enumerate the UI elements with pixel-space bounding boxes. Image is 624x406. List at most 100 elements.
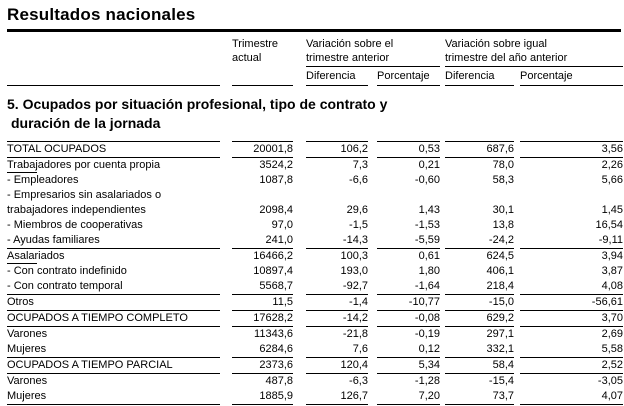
gap bbox=[293, 233, 306, 249]
row-value: 0,61 bbox=[418, 250, 440, 262]
row-value: 16466,2 bbox=[253, 250, 293, 262]
row-value: 30,1 bbox=[492, 204, 514, 216]
row-value: -14,2 bbox=[306, 310, 368, 327]
gap bbox=[368, 358, 377, 374]
table-row: Mujeres 6284,6 7,6 0,12 332,1 5,58 bbox=[7, 342, 623, 358]
col-header-line: Variación sobre el bbox=[306, 38, 394, 50]
row-label: Trabajadores por cuenta propia bbox=[7, 159, 161, 173]
row-value: -14,3 bbox=[306, 233, 368, 249]
row-value: 97,0 bbox=[271, 219, 293, 231]
row-value: -1,53 bbox=[414, 219, 440, 231]
gap bbox=[368, 374, 377, 390]
col-header-diferencia-2: Diferencia bbox=[445, 66, 514, 86]
col-header-line: trimestre del año anterior bbox=[445, 52, 568, 64]
row-value: 218,4 bbox=[445, 279, 514, 295]
gap bbox=[293, 142, 306, 158]
row-value: 0,21 bbox=[418, 159, 440, 171]
row-value: -15,4 bbox=[488, 375, 514, 387]
row-value: 20001,8 bbox=[232, 141, 293, 158]
row-value: 624,5 bbox=[486, 250, 514, 262]
header-stub-rule bbox=[7, 66, 220, 86]
table-row: OCUPADOS A TIEMPO PARCIAL 2373,6 120,4 5,34… bbox=[7, 357, 623, 374]
col-header-line: Trimestre bbox=[232, 38, 279, 50]
row-label: Mujeres bbox=[7, 389, 220, 405]
col-header-line: trimestre anterior bbox=[306, 52, 390, 64]
row-value: 11,5 bbox=[232, 294, 293, 311]
row-value: -1,5 bbox=[349, 219, 368, 231]
section-heading: 5. Ocupados por situación profesional, t… bbox=[7, 95, 387, 133]
gap bbox=[220, 327, 232, 343]
page-title: Resultados nacionales bbox=[7, 5, 196, 24]
col-header-line: Variación sobre igual bbox=[445, 38, 547, 50]
row-value bbox=[520, 188, 623, 203]
gap bbox=[220, 37, 232, 67]
gap bbox=[368, 342, 377, 358]
table-header: Trimestre actual Variación sobre el trim… bbox=[7, 37, 624, 86]
gap bbox=[368, 249, 377, 265]
title-rule bbox=[7, 29, 621, 32]
row-value: 100,3 bbox=[340, 250, 368, 262]
row-value: -1,64 bbox=[377, 279, 440, 295]
row-value: -0,08 bbox=[377, 310, 440, 327]
col-group-variacion-ano-anterior: Variación sobre igual trimestre del año … bbox=[445, 37, 624, 67]
gap bbox=[220, 158, 232, 174]
row-value: 7,20 bbox=[377, 389, 440, 405]
row-value: 73,7 bbox=[445, 389, 514, 405]
row-label: - Con contrato temporal bbox=[7, 279, 220, 295]
row-value: 332,1 bbox=[445, 342, 514, 358]
row-value: 0,53 bbox=[377, 141, 440, 158]
row-label: - Empresarios sin asalariados o bbox=[7, 189, 162, 201]
gap bbox=[293, 358, 306, 374]
table-row: - Con contrato temporal 5568,7 -92,7 -1,64 2… bbox=[7, 279, 623, 295]
gap bbox=[293, 374, 306, 390]
row-value: -24,2 bbox=[445, 233, 514, 249]
data-table: TOTAL OCUPADOS 20001,8 106,2 0,53 687,6 3,56 T… bbox=[7, 141, 623, 405]
row-value: 3524,2 bbox=[259, 159, 293, 171]
gap bbox=[368, 279, 377, 295]
row-value: 1885,9 bbox=[232, 389, 293, 405]
row-label: Mujeres bbox=[7, 342, 220, 358]
row-value: -56,61 bbox=[520, 294, 623, 311]
gap bbox=[220, 218, 232, 233]
gap bbox=[368, 327, 377, 343]
row-value: 1087,8 bbox=[259, 174, 293, 186]
table-row: OCUPADOS A TIEMPO COMPLETO 17628,2 -14,2 -0… bbox=[7, 310, 623, 327]
category-underline bbox=[7, 263, 37, 264]
row-label: trabajadores independientes bbox=[7, 204, 146, 216]
table-row: Varones 11343,6 -21,8 -0,19 297,1 2,69 bbox=[7, 327, 623, 343]
row-value: 2373,6 bbox=[232, 357, 293, 374]
row-value: 7,6 bbox=[306, 342, 368, 358]
row-value: 4,07 bbox=[520, 389, 623, 405]
col-group-variacion-trimestre-anterior: Variación sobre el trimestre anterior bbox=[306, 37, 440, 67]
row-value: -0,19 bbox=[414, 328, 440, 340]
row-label: - Empleadores bbox=[7, 174, 79, 186]
gap bbox=[368, 158, 377, 174]
gap bbox=[368, 67, 377, 86]
gap bbox=[368, 311, 377, 327]
row-value: 3,70 bbox=[520, 310, 623, 327]
table-row: Asalariados 16466,2 100,3 0,61 624,5 3,94 bbox=[7, 249, 623, 265]
row-value: 2,52 bbox=[520, 357, 623, 374]
gap bbox=[293, 188, 306, 203]
row-value: 3,94 bbox=[601, 250, 623, 262]
row-value: 241,0 bbox=[232, 233, 293, 249]
row-value: 58,4 bbox=[445, 357, 514, 374]
row-label: Varones bbox=[7, 375, 48, 387]
row-value: 1,80 bbox=[418, 265, 440, 277]
gap bbox=[220, 173, 232, 188]
row-value: -1,4 bbox=[306, 294, 368, 311]
row-value: 6284,6 bbox=[232, 342, 293, 358]
row-value: 0,12 bbox=[377, 342, 440, 358]
row-value: 78,0 bbox=[492, 159, 514, 171]
row-value: 10897,4 bbox=[253, 265, 293, 277]
gap bbox=[220, 342, 232, 358]
row-label: Asalariados bbox=[7, 250, 65, 264]
row-value: 106,2 bbox=[306, 141, 368, 158]
gap bbox=[368, 188, 377, 203]
row-label: - Ayudas familiares bbox=[7, 233, 220, 249]
table-row: - Ayudas familiares 241,0 -14,3 -5,59 -24,2-… bbox=[7, 233, 623, 249]
table-row: - Miembros de cooperativas 97,0 -1,5 -1,53 1… bbox=[7, 218, 623, 233]
row-value: 16,54 bbox=[595, 219, 623, 231]
row-value: -5,59 bbox=[377, 233, 440, 249]
row-value: 3,56 bbox=[520, 141, 623, 158]
